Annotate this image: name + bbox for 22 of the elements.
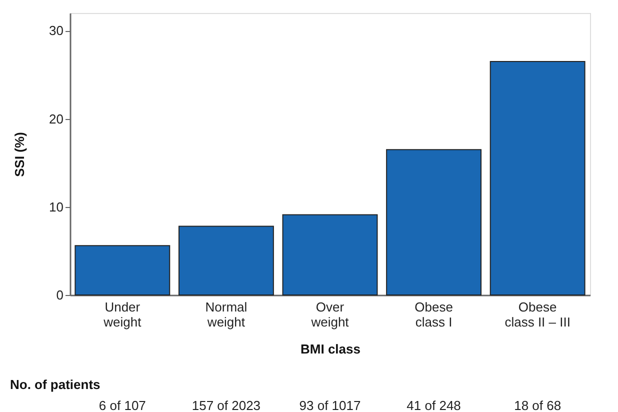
text: No. of patients — [10, 377, 100, 392]
y-tick-label: 30 — [49, 23, 64, 38]
y-tick-label: 10 — [49, 199, 64, 214]
x-tick-label: Obese class II – III — [504, 300, 570, 330]
text: 93 of 1017 — [299, 398, 361, 412]
x-tick-label: Normal weight — [205, 300, 248, 330]
text: 41 of 248 — [406, 398, 461, 412]
x-tick-label: Obese class I — [414, 300, 453, 330]
x-axis-title: BMI class — [300, 342, 360, 356]
y-tick-label: 20 — [49, 111, 64, 126]
x-tick-label: Over weight — [310, 300, 350, 330]
text: 18 of 68 — [514, 398, 562, 412]
y-tick-label: 0 — [56, 288, 64, 302]
x-tick-label: Under weight — [102, 300, 142, 330]
y-axis-title: SSI (%) — [12, 132, 28, 177]
text: 6 of 107 — [98, 398, 146, 412]
bar — [490, 60, 586, 296]
bar — [386, 149, 482, 296]
bar — [74, 245, 170, 296]
bar — [282, 214, 378, 296]
bar — [178, 226, 274, 296]
text: 157 of 2023 — [192, 398, 261, 412]
